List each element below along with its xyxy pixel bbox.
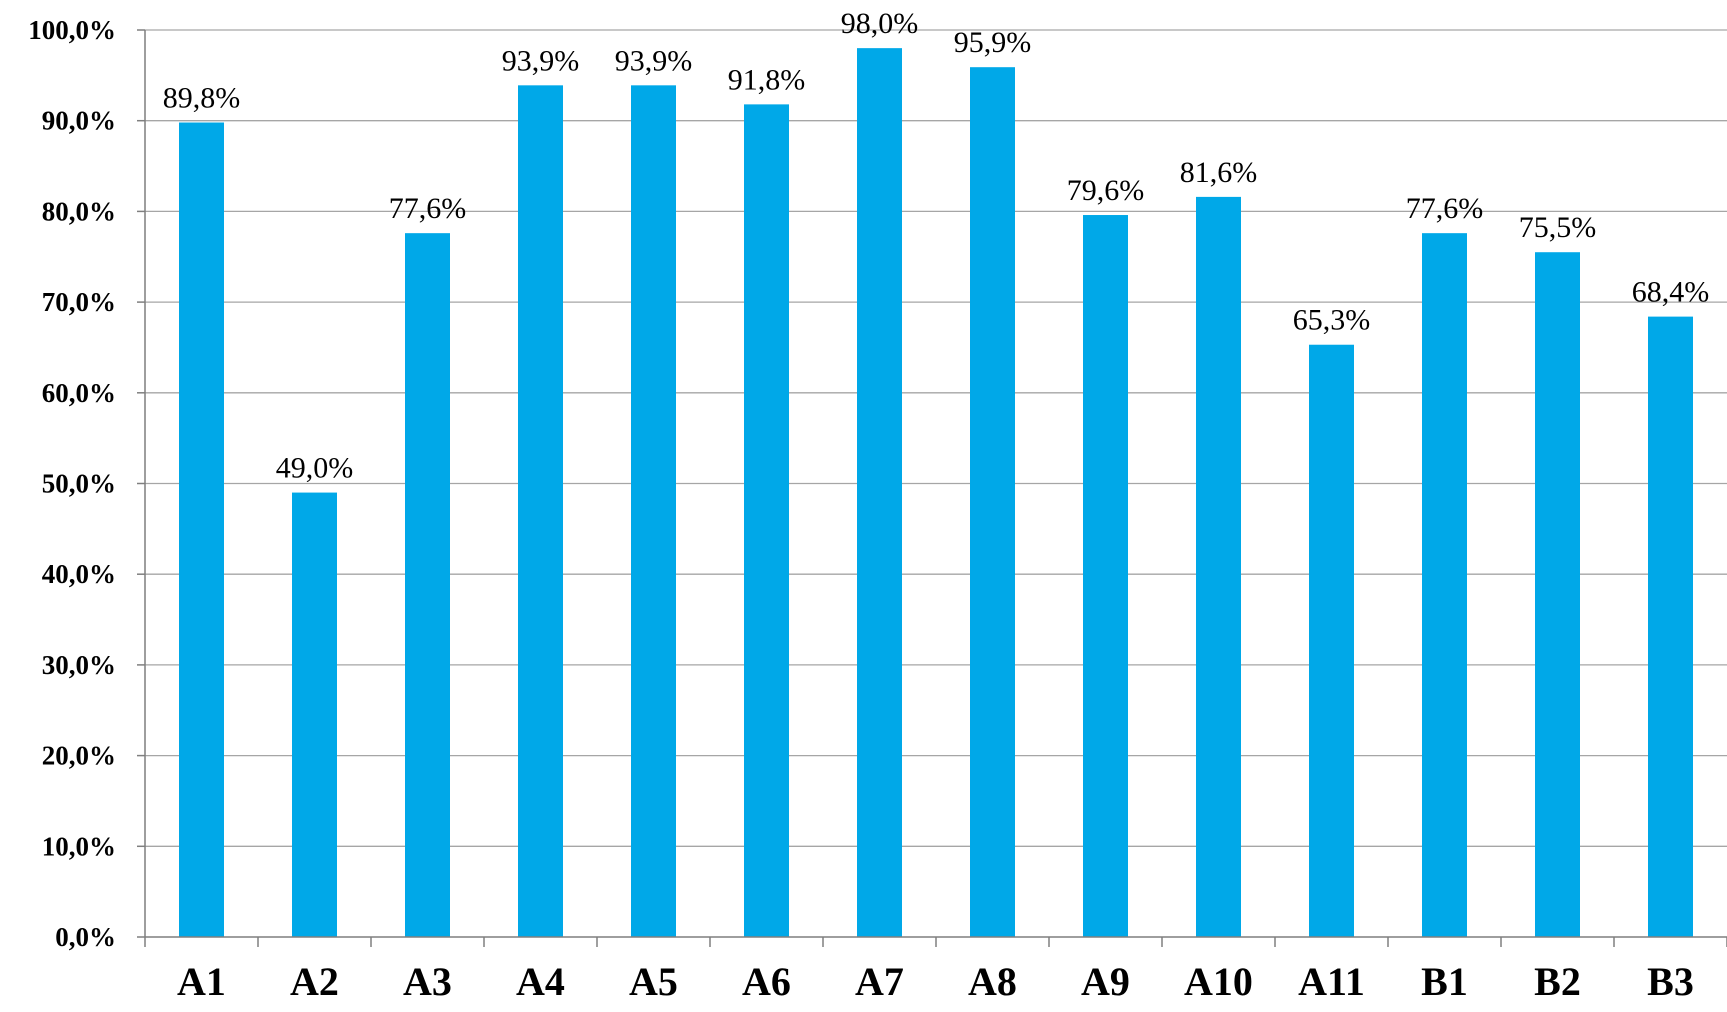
y-tick-label: 100,0% — [28, 15, 116, 45]
gridlines — [145, 29, 1727, 847]
data-label-a7: 98,0% — [841, 7, 919, 40]
axes — [137, 29, 1727, 947]
y-tick-label: 60,0% — [42, 378, 116, 408]
bar-a11 — [1309, 344, 1354, 937]
data-label-a4: 93,9% — [502, 44, 580, 77]
bar-b3 — [1648, 316, 1693, 937]
y-tick-label: 50,0% — [42, 469, 116, 499]
data-label-a6: 91,8% — [728, 63, 806, 96]
bar-b2 — [1535, 252, 1580, 938]
bar-a6 — [744, 104, 789, 937]
bar-a4 — [518, 85, 563, 937]
bar-a3 — [405, 233, 450, 938]
data-label-a8: 95,9% — [954, 26, 1032, 59]
x-tick-label-a2: A2 — [290, 959, 339, 1004]
y-tick-label: 80,0% — [42, 196, 116, 226]
bar-a2 — [292, 492, 337, 937]
y-tick-label: 40,0% — [42, 559, 116, 589]
x-tick-label-a11: A11 — [1298, 959, 1365, 1004]
x-tick-labels: A1 A2 A3 A4 A5 A6 A7 A8 A9 A10 A11 B1 B2 B3 — [177, 959, 1694, 1004]
bar-b1 — [1422, 233, 1467, 938]
y-tick-label: 70,0% — [42, 287, 116, 317]
x-tick-label-a1: A1 — [177, 959, 226, 1004]
y-tick-label: 0,0% — [55, 922, 116, 952]
bar-a7 — [857, 48, 902, 937]
x-tick-label-a8: A8 — [968, 959, 1017, 1004]
y-tick-label: 90,0% — [42, 106, 116, 136]
x-tick-label-a9: A9 — [1081, 959, 1130, 1004]
data-label-a5: 93,9% — [615, 44, 693, 77]
data-label-b3: 68,4% — [1632, 276, 1710, 309]
bar-a5 — [631, 85, 676, 937]
x-tick-label-b3: B3 — [1647, 959, 1694, 1004]
bar-a10 — [1196, 196, 1241, 937]
bars — [179, 48, 1693, 938]
data-label-b1: 77,6% — [1406, 192, 1484, 225]
x-tick-label-a5: A5 — [629, 959, 678, 1004]
data-label-b2: 75,5% — [1519, 211, 1597, 244]
bar-a1 — [179, 122, 224, 938]
data-label-a3: 77,6% — [389, 192, 467, 225]
bar-a9 — [1083, 215, 1128, 937]
x-tick-label-a7: A7 — [855, 959, 904, 1004]
x-tick-label-b2: B2 — [1534, 959, 1581, 1004]
bar-a8 — [970, 67, 1015, 937]
x-tick-label-a4: A4 — [516, 959, 565, 1004]
y-tick-labels: 0,0% 10,0% 20,0% 30,0% 40,0% 50,0% 60,0% 70,0% 8… — [28, 15, 116, 952]
y-tick-label: 20,0% — [42, 741, 116, 771]
x-tick-label-a3: A3 — [403, 959, 452, 1004]
data-label-a1: 89,8% — [163, 82, 241, 115]
y-tick-label: 30,0% — [42, 650, 116, 680]
y-tick-label: 10,0% — [42, 831, 116, 861]
x-tick-label-a6: A6 — [742, 959, 791, 1004]
data-labels: 89,8% 49,0% 77,6% 93,9% 93,9% 91,8% 98,0% 95,9%… — [163, 7, 1710, 484]
x-tick-label-a10: A10 — [1184, 959, 1253, 1004]
data-label-a10: 81,6% — [1180, 156, 1258, 189]
data-label-a2: 49,0% — [276, 452, 354, 485]
data-label-a9: 79,6% — [1067, 174, 1145, 207]
data-label-a11: 65,3% — [1293, 304, 1371, 337]
x-tick-label-b1: B1 — [1421, 959, 1468, 1004]
